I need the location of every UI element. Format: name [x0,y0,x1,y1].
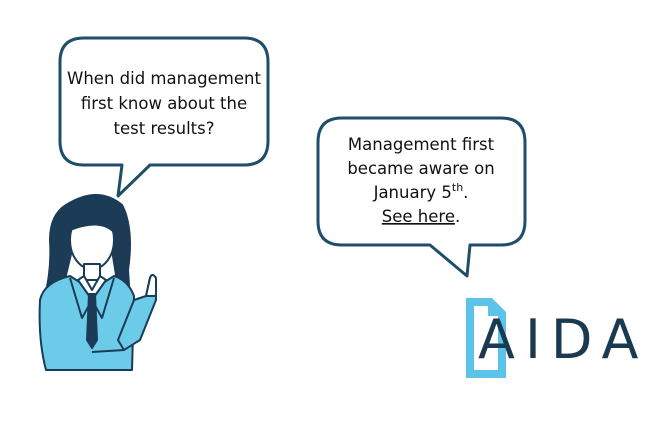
logo: AIDA [466,298,648,378]
question-line: test results? [114,119,215,138]
speech-bubble [58,36,270,198]
date-suffix: th [452,181,463,194]
answer-date: January 5th. [373,181,469,202]
answer-line: became aware on [347,159,494,178]
answer-line: Management first [348,135,495,154]
link-end: . [455,207,460,226]
logo-document-icon [466,298,506,378]
woman-figure [38,194,157,371]
see-here-link[interactable]: See here [382,207,455,226]
answer-link-line: See here. [382,207,460,226]
speech-bubble [316,116,527,278]
date-text: January 5 [373,183,452,202]
date-end: . [463,183,468,202]
question-line: When did management [67,69,261,88]
question-line: first know about the [81,94,247,113]
logo-text: AIDA [478,308,648,371]
